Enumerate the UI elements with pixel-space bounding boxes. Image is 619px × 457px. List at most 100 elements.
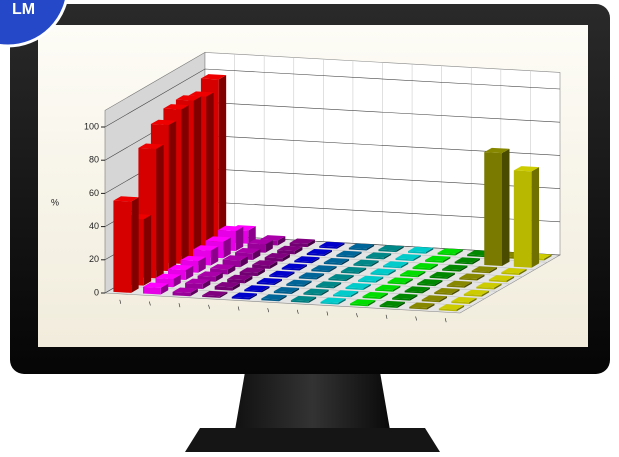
- bar: [429, 271, 455, 279]
- bar-side: [223, 237, 231, 259]
- bar-top: [348, 243, 375, 249]
- bar-side: [417, 271, 426, 278]
- bar-top: [375, 284, 401, 291]
- bar: [315, 281, 342, 289]
- bar: [365, 252, 392, 260]
- bar: [273, 286, 300, 294]
- bar-front: [451, 301, 470, 304]
- bar: [239, 267, 265, 277]
- bar-side: [346, 275, 354, 282]
- bar-top: [488, 275, 515, 281]
- bar-front: [429, 276, 448, 279]
- bar-front: [434, 292, 452, 296]
- bar: [392, 293, 418, 301]
- bar-front: [395, 258, 414, 262]
- bar-top: [239, 267, 265, 273]
- bar-front: [298, 276, 317, 280]
- bar-front: [323, 262, 342, 265]
- bar: [252, 260, 278, 269]
- bar: [290, 295, 317, 303]
- bar: [353, 259, 379, 267]
- bar: [379, 300, 405, 308]
- bar-side: [489, 267, 497, 274]
- bar-top: [333, 290, 359, 296]
- bar-top: [425, 255, 451, 262]
- bar-top: [218, 225, 244, 232]
- bar-top: [454, 257, 480, 263]
- bar: [454, 257, 480, 265]
- x-tick: [208, 304, 210, 309]
- bar-top: [185, 278, 211, 284]
- bar: [446, 280, 472, 288]
- bar-side: [190, 288, 198, 297]
- bar-side: [455, 249, 463, 256]
- bar-top: [345, 283, 371, 289]
- bar-side: [316, 273, 325, 280]
- bar-front: [425, 260, 443, 263]
- bar-front: [348, 247, 367, 251]
- bar-top: [471, 266, 497, 272]
- bar-top: [315, 281, 342, 287]
- bar: [488, 275, 515, 283]
- bar: [437, 248, 463, 256]
- bar-side: [506, 276, 515, 283]
- bar-top: [289, 238, 315, 244]
- bar-top: [210, 264, 236, 270]
- bar-top: [437, 248, 463, 254]
- bar-side: [277, 236, 286, 246]
- bar-front: [231, 296, 250, 300]
- bar-front: [319, 246, 337, 249]
- bar-front: [261, 298, 280, 302]
- bar-front: [412, 267, 431, 270]
- bar-side: [472, 258, 480, 265]
- bar-top: [379, 300, 405, 307]
- bar-top: [231, 292, 257, 298]
- bar-front: [387, 281, 406, 285]
- x-tick: [297, 309, 299, 314]
- bar: [395, 254, 421, 262]
- bar-top: [290, 295, 317, 302]
- bar-top: [155, 273, 181, 279]
- bar-top: [143, 282, 169, 288]
- bar-front: [421, 299, 440, 303]
- bar-front: [113, 200, 132, 293]
- x-tick: [326, 311, 329, 316]
- bar-front: [273, 291, 292, 294]
- bar-side: [413, 255, 421, 262]
- bar-side: [227, 265, 236, 275]
- bar: [345, 283, 371, 291]
- bar-side: [215, 272, 223, 282]
- bar-top: [113, 196, 139, 202]
- x-tick: [444, 318, 447, 323]
- bar-side: [464, 281, 472, 288]
- bar-side: [392, 285, 401, 292]
- bar-top: [175, 95, 202, 101]
- bar-top: [459, 273, 485, 279]
- bar-front: [471, 270, 490, 274]
- bar: [463, 289, 490, 297]
- bar: [214, 281, 240, 291]
- monitor-neck: [235, 372, 390, 430]
- bar-top: [409, 302, 435, 308]
- bar-front: [442, 268, 460, 272]
- bar: [442, 264, 468, 272]
- bar-top: [294, 256, 320, 262]
- bar-side: [459, 265, 468, 272]
- bar-top: [387, 277, 413, 283]
- bar: [383, 261, 409, 269]
- bar-front: [488, 279, 507, 283]
- bar-front: [362, 296, 381, 299]
- bar-side: [257, 268, 265, 277]
- bar-top: [252, 260, 278, 266]
- bar: [375, 284, 401, 292]
- bar-side: [265, 240, 273, 253]
- bar-front: [256, 282, 275, 286]
- bar-side: [218, 75, 227, 243]
- bar-side: [219, 291, 228, 298]
- bar-side: [235, 226, 244, 252]
- badge-text: LM: [12, 1, 35, 18]
- bar-front: [379, 305, 398, 308]
- bar: [277, 245, 303, 255]
- bar: [358, 275, 384, 283]
- bar-side: [249, 293, 257, 300]
